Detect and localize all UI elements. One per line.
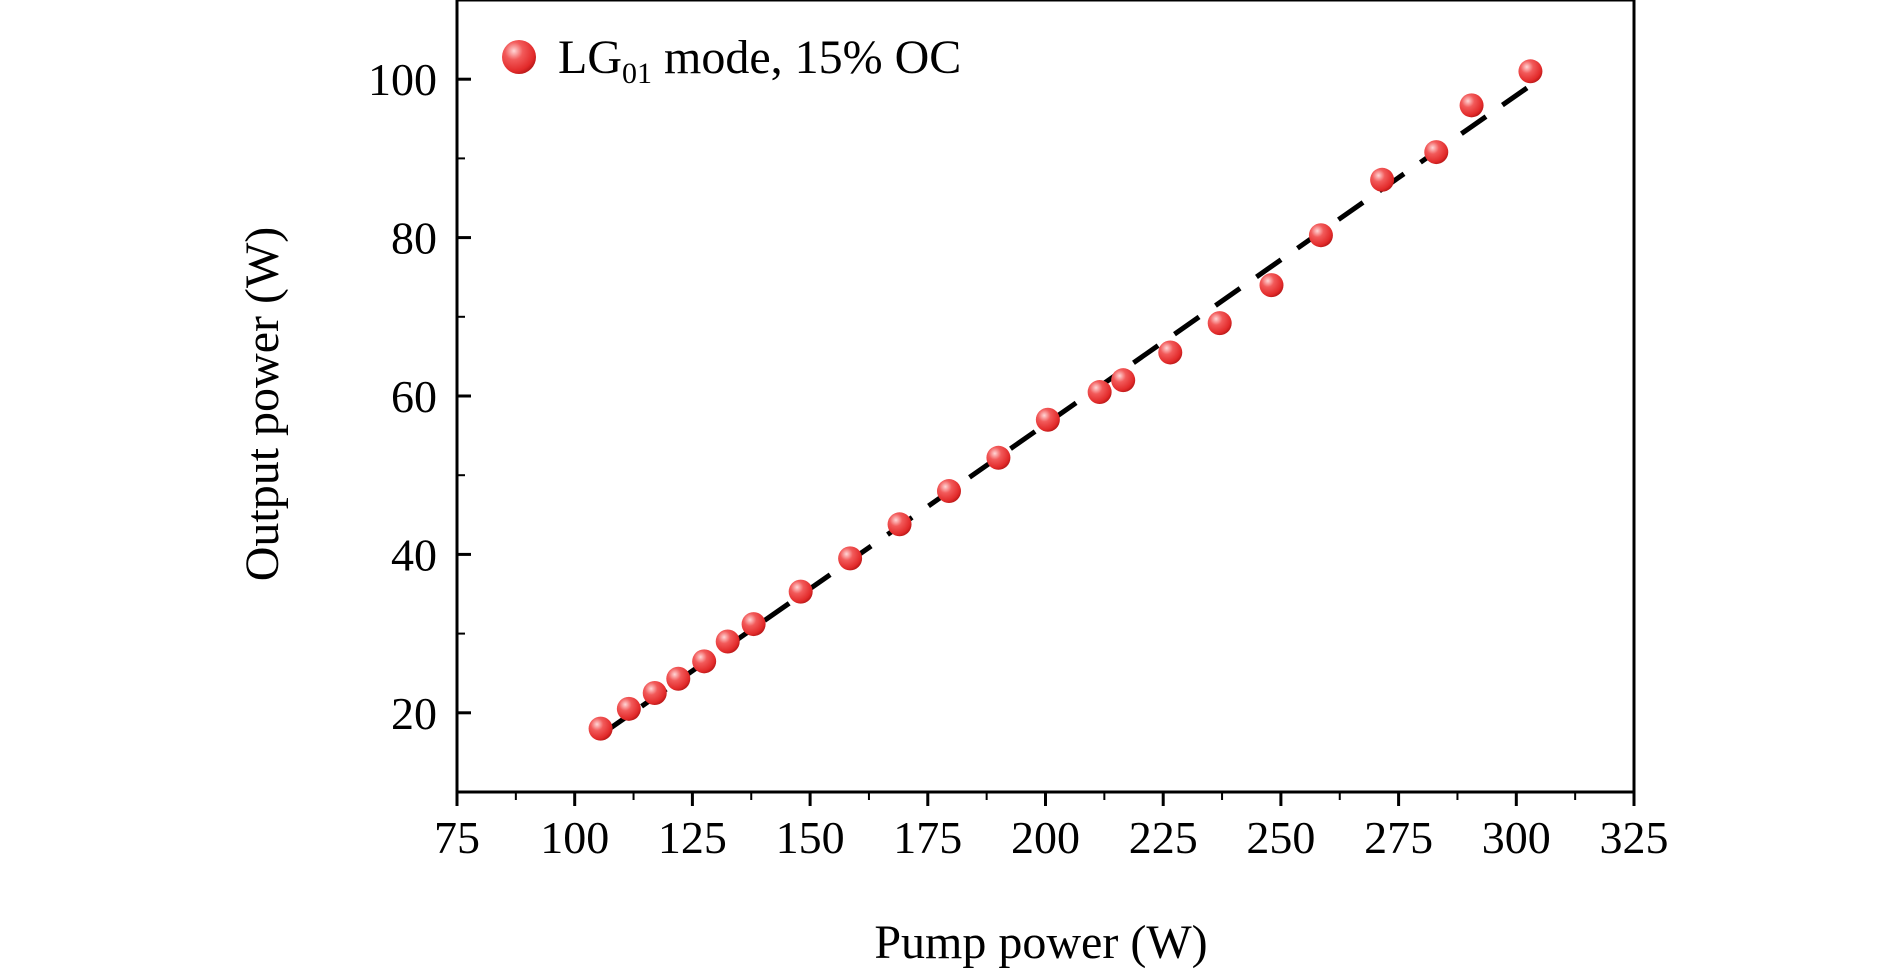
x-tick-label: 75 bbox=[434, 812, 480, 863]
x-tick-label: 250 bbox=[1246, 812, 1315, 863]
x-tick-label: 175 bbox=[893, 812, 962, 863]
data-point bbox=[666, 666, 691, 691]
x-tick-label: 125 bbox=[658, 812, 727, 863]
legend-marker bbox=[502, 40, 536, 74]
data-point bbox=[588, 716, 613, 741]
data-point bbox=[887, 512, 912, 537]
data-point bbox=[1111, 368, 1136, 393]
data-point bbox=[788, 579, 813, 604]
data-point bbox=[1207, 311, 1232, 336]
x-tick-label: 275 bbox=[1364, 812, 1433, 863]
x-axis-ticks bbox=[455, 792, 1636, 806]
data-point bbox=[1424, 140, 1449, 165]
data-point bbox=[1370, 167, 1395, 192]
y-tick-label: 20 bbox=[391, 688, 437, 739]
data-point bbox=[1518, 59, 1543, 84]
legend-label-suffix: mode, 15% OC bbox=[652, 31, 961, 84]
data-points-layer bbox=[588, 59, 1543, 741]
y-tick-label: 40 bbox=[391, 529, 437, 580]
data-point bbox=[1259, 273, 1284, 298]
data-point bbox=[1035, 407, 1060, 432]
fit-line-layer bbox=[599, 83, 1532, 738]
data-point bbox=[1087, 380, 1112, 405]
x-tick-label: 200 bbox=[1011, 812, 1080, 863]
x-axis-title: Pump power (W) bbox=[874, 916, 1207, 969]
y-axis-ticks bbox=[457, 0, 471, 793]
y-tick-label: 100 bbox=[368, 54, 437, 105]
y-axis-title: Output power (W) bbox=[236, 227, 289, 582]
legend-label-main: LG bbox=[558, 31, 622, 84]
legend-label: LG01 mode, 15% OC bbox=[558, 31, 961, 90]
data-point bbox=[616, 696, 641, 721]
plot-frame bbox=[455, 0, 1636, 794]
data-point bbox=[838, 546, 863, 571]
x-tick-label: 100 bbox=[540, 812, 609, 863]
data-point bbox=[692, 649, 717, 674]
x-tick-label: 300 bbox=[1482, 812, 1551, 863]
data-point bbox=[1459, 93, 1484, 118]
legend: LG01 mode, 15% OC bbox=[502, 31, 961, 90]
x-tick-label: 325 bbox=[1600, 812, 1669, 863]
fit-line bbox=[599, 83, 1532, 738]
data-point bbox=[936, 479, 961, 504]
y-tick-label: 80 bbox=[391, 213, 437, 264]
x-tick-label: 225 bbox=[1129, 812, 1198, 863]
y-tick-label: 60 bbox=[391, 371, 437, 422]
data-point bbox=[1158, 340, 1183, 365]
data-point bbox=[741, 612, 766, 637]
legend-label-subscript: 01 bbox=[622, 57, 652, 90]
y-axis-tick-labels: 20 40 60 80 100 bbox=[368, 54, 437, 739]
data-point bbox=[715, 629, 740, 654]
x-axis-tick-labels: 75 100 125 150 175 200 225 250 275 300 3… bbox=[434, 812, 1669, 863]
data-point bbox=[642, 681, 667, 705]
data-point bbox=[986, 445, 1011, 470]
data-point bbox=[1308, 223, 1333, 248]
x-tick-label: 150 bbox=[776, 812, 845, 863]
